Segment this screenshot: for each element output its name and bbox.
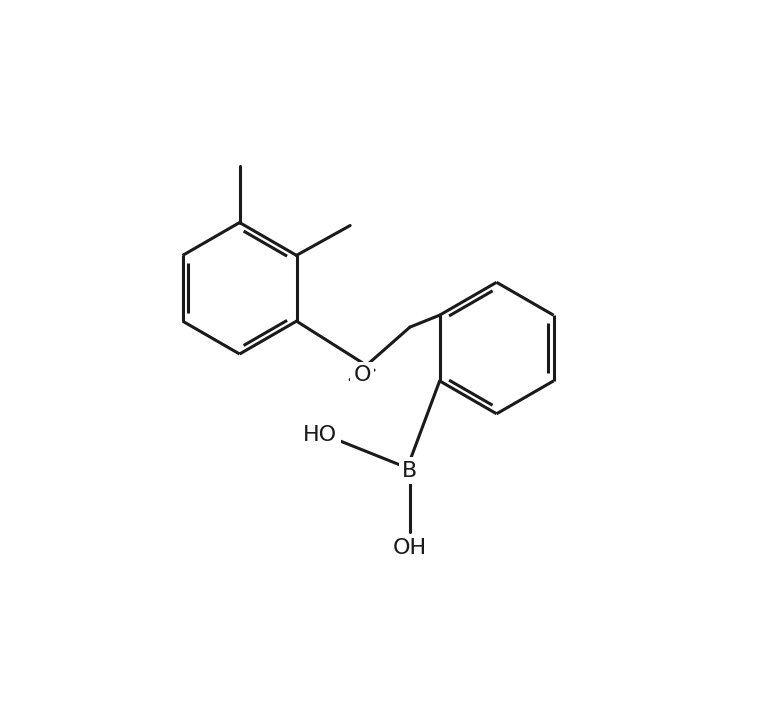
Text: OH: OH bbox=[393, 539, 427, 558]
Text: B: B bbox=[402, 461, 418, 480]
Text: O: O bbox=[353, 365, 371, 385]
Text: HO: HO bbox=[303, 425, 338, 445]
